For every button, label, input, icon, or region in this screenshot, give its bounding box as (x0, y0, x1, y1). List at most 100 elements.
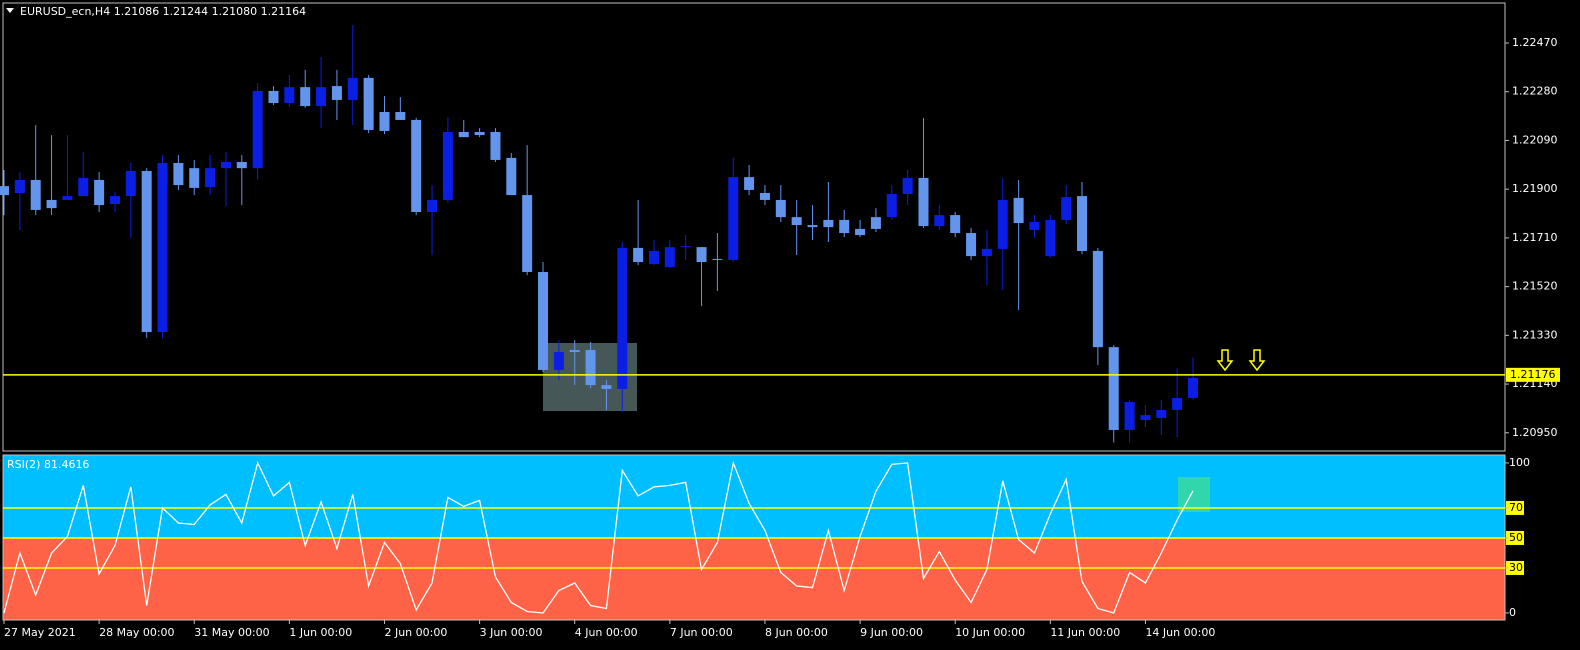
candle-body (395, 111, 406, 120)
candle-body (648, 250, 659, 265)
candle-body (680, 246, 691, 248)
y-tick-label: 1.21330 (1512, 328, 1558, 341)
candle-body (220, 161, 231, 169)
price-tag-label: 1.21176 (1510, 368, 1556, 381)
x-tick-label: 10 Jun 00:00 (955, 626, 1025, 639)
candle-body (442, 131, 453, 200)
y-tick-label: 100 (1509, 456, 1530, 469)
candle-body (1029, 221, 1040, 230)
candle-body (696, 247, 707, 263)
candle-body (870, 217, 881, 229)
candle-body (316, 87, 327, 107)
candle-body (205, 168, 216, 188)
y-tick-label: 1.20950 (1512, 426, 1558, 439)
y-tick-label: 1.21520 (1512, 280, 1558, 293)
level-tag (1506, 530, 1524, 545)
candle-body (1061, 197, 1072, 220)
y-tick-label: 50 (1509, 531, 1523, 544)
candle-body (1156, 409, 1167, 418)
candle-body (950, 215, 961, 234)
candle-body (839, 219, 850, 234)
candle-body (759, 193, 770, 200)
candle-body (506, 157, 517, 196)
y-tick-label: 1.22090 (1512, 133, 1558, 146)
candle-body (585, 349, 596, 386)
y-tick-label: 1.22280 (1512, 85, 1558, 98)
x-tick-label: 2 Jun 00:00 (384, 626, 447, 639)
candle-body (712, 258, 723, 260)
level-tag (1506, 500, 1524, 515)
indicator-title: RSI(2) 81.4616 (7, 458, 89, 471)
y-tick-label: 1.21900 (1512, 182, 1558, 195)
x-tick-label: 8 Jun 00:00 (765, 626, 828, 639)
candle-body (189, 168, 200, 188)
x-tick-label: 11 Jun 00:00 (1050, 626, 1120, 639)
candle-body (30, 179, 41, 210)
x-tick-label: 28 May 00:00 (99, 626, 174, 639)
candle-body (1045, 219, 1056, 257)
candle-body (934, 215, 945, 227)
rsi-line (3, 460, 1194, 614)
price-tag (1506, 367, 1560, 382)
candle-body (553, 352, 564, 370)
candle-body (458, 131, 469, 138)
y-tick-label: 70 (1509, 501, 1523, 514)
candle-body (109, 196, 120, 205)
candle-body (1188, 377, 1198, 398)
zone-above (3, 455, 1505, 538)
candle-body (902, 177, 913, 195)
candle-body (1092, 250, 1103, 348)
candle-body (379, 111, 390, 131)
candle-body (300, 87, 311, 107)
candle-body (823, 219, 834, 228)
candle-body (78, 177, 89, 197)
y-tick-label: 0 (1509, 606, 1516, 619)
candle-body (997, 199, 1008, 249)
x-tick-label: 31 May 00:00 (194, 626, 269, 639)
candle-body (490, 131, 501, 160)
x-tick-label: 9 Jun 00:00 (860, 626, 923, 639)
rsi-highlight (1178, 477, 1210, 512)
candle-body (1124, 402, 1135, 430)
candle-body (966, 233, 977, 257)
zone-below (3, 537, 1505, 620)
candle-body (538, 272, 549, 370)
x-tick-label: 7 Jun 00:00 (670, 626, 733, 639)
candle-body (236, 161, 247, 169)
candle-body (1172, 397, 1183, 410)
candle-body (601, 385, 612, 389)
candle-body (411, 119, 422, 212)
candle-body (94, 179, 105, 206)
candle-body (744, 177, 755, 190)
candle-body (125, 170, 136, 197)
candle-body (284, 87, 295, 104)
x-tick-label: 3 Jun 00:00 (480, 626, 543, 639)
candle-body (474, 131, 485, 136)
x-tick-label: 4 Jun 00:00 (575, 626, 638, 639)
candle-body (728, 177, 739, 260)
candle-body (1077, 196, 1088, 251)
y-tick-label: 1.21710 (1512, 231, 1558, 244)
candle-body (807, 225, 818, 228)
candle-body (664, 247, 675, 268)
candle-body (633, 247, 644, 263)
candle-body (1108, 347, 1119, 430)
x-tick-label: 27 May 2021 (4, 626, 76, 639)
candle-body (14, 179, 25, 194)
candle-body (569, 349, 580, 353)
chart-title: EURUSD_ecn,H4 1.21086 1.21244 1.21080 1.… (20, 5, 306, 18)
candle-body (918, 177, 929, 227)
candle-body (268, 90, 279, 104)
candle-body (46, 199, 57, 209)
candle-body (157, 163, 168, 333)
candle-body (1013, 197, 1024, 224)
candle-body (427, 199, 438, 212)
candle-body (141, 170, 152, 333)
menu-triangle[interactable] (6, 8, 14, 13)
candle-body (791, 217, 802, 226)
candle-body (522, 195, 533, 273)
candle-body (173, 163, 184, 186)
candle-body (617, 247, 628, 389)
y-tick-label: 30 (1509, 561, 1523, 574)
